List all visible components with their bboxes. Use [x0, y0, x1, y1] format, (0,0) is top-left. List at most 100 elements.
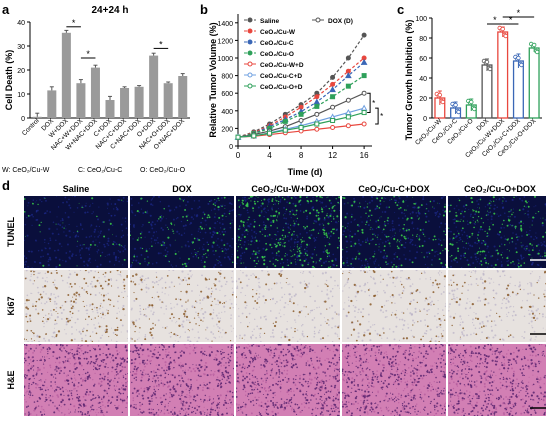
tile-cell — [151, 344, 153, 346]
tile-texture — [375, 227, 378, 230]
bar — [90, 67, 100, 118]
tile-cell — [394, 313, 397, 316]
tile-texture — [25, 313, 28, 316]
tile-cell — [54, 381, 56, 383]
tile-texture — [343, 202, 346, 205]
tile-cell — [402, 227, 405, 230]
tile-texture — [139, 247, 142, 250]
tile-texture — [311, 309, 313, 312]
data-point — [267, 130, 273, 136]
tile-texture — [271, 288, 273, 290]
tile-cell — [342, 197, 345, 199]
tile-cell — [254, 202, 257, 205]
tile-cell — [352, 328, 356, 331]
tile-cell — [255, 196, 257, 198]
tile-texture — [90, 226, 92, 228]
tile-cell — [369, 303, 372, 306]
tile-texture — [505, 200, 508, 203]
tile-texture — [152, 377, 155, 380]
tile-texture — [114, 375, 116, 377]
tile-texture — [77, 235, 80, 238]
tile-texture — [196, 237, 199, 240]
tile-texture — [348, 299, 350, 301]
tile-cell — [90, 406, 92, 408]
tile-cell — [239, 225, 241, 227]
data-point — [314, 103, 320, 109]
tile-cell — [444, 247, 446, 250]
tile-texture — [173, 209, 176, 211]
tile-cell — [283, 198, 286, 201]
tile-texture — [279, 282, 282, 284]
tile-cell — [419, 310, 421, 312]
tile-texture — [409, 293, 412, 295]
tile-texture — [253, 274, 256, 276]
tile-texture — [402, 289, 405, 292]
tile-texture — [46, 356, 48, 358]
tile-texture — [69, 273, 72, 276]
tile-texture — [287, 235, 289, 238]
y-tick-label: 0 — [21, 116, 25, 123]
tile-cell — [115, 406, 117, 409]
tile-texture — [507, 215, 510, 218]
data-point — [469, 99, 474, 105]
tile-texture — [150, 237, 153, 240]
tile-texture — [364, 282, 366, 285]
tile-cell — [29, 392, 32, 394]
panel-label-d: d — [2, 178, 10, 193]
tile-texture — [429, 328, 432, 331]
tile-cell — [275, 197, 277, 199]
tile-cell — [444, 210, 446, 213]
tile-texture — [101, 311, 104, 314]
tile-cell — [350, 334, 353, 336]
tile-cell — [182, 215, 184, 218]
tile-texture — [189, 345, 191, 348]
tile-cell — [164, 398, 167, 401]
tile-texture — [223, 364, 225, 367]
tile-cell — [386, 263, 388, 265]
tile-cell — [448, 210, 451, 213]
tile-texture — [474, 327, 477, 330]
tile-cell — [189, 401, 192, 404]
tile-cell — [363, 334, 366, 337]
tile-cell — [119, 370, 122, 373]
tile-texture — [208, 387, 211, 390]
tile-texture — [327, 297, 330, 300]
tile-cell — [96, 215, 98, 218]
tile-texture — [263, 215, 265, 218]
tile-texture — [404, 215, 407, 217]
tile-texture — [528, 322, 530, 325]
tile-texture — [437, 313, 439, 315]
tile-cell — [240, 246, 242, 248]
tile-texture — [59, 224, 61, 226]
tile-texture — [409, 238, 412, 241]
tile-cell — [220, 374, 222, 376]
tile-texture — [73, 232, 75, 234]
tile-cell — [457, 247, 460, 250]
tile-cell — [428, 252, 431, 255]
tile-cell — [280, 273, 283, 276]
y-tick-label: 80 — [419, 36, 427, 43]
tile-cell — [222, 356, 224, 359]
tile-texture — [151, 409, 153, 411]
tile-texture — [505, 306, 508, 309]
tile-cell — [174, 252, 177, 255]
tile-cell — [168, 345, 171, 348]
tile-texture — [121, 306, 124, 309]
tile-texture — [133, 254, 136, 256]
tile-texture — [296, 236, 299, 238]
tile-texture — [122, 281, 125, 284]
tile-texture — [61, 279, 64, 282]
tile-texture — [350, 240, 352, 243]
tile-cell — [393, 264, 395, 266]
tile-texture — [352, 266, 355, 268]
tile-texture — [537, 308, 539, 310]
tile-cell — [253, 259, 256, 262]
tile-cell — [326, 285, 329, 288]
tile-texture — [309, 295, 311, 298]
tile-cell — [89, 355, 92, 358]
tile-texture — [387, 239, 389, 242]
tile-texture — [487, 251, 490, 253]
tile-texture — [433, 207, 436, 210]
tile-cell — [492, 255, 494, 257]
tile-texture — [172, 414, 175, 416]
